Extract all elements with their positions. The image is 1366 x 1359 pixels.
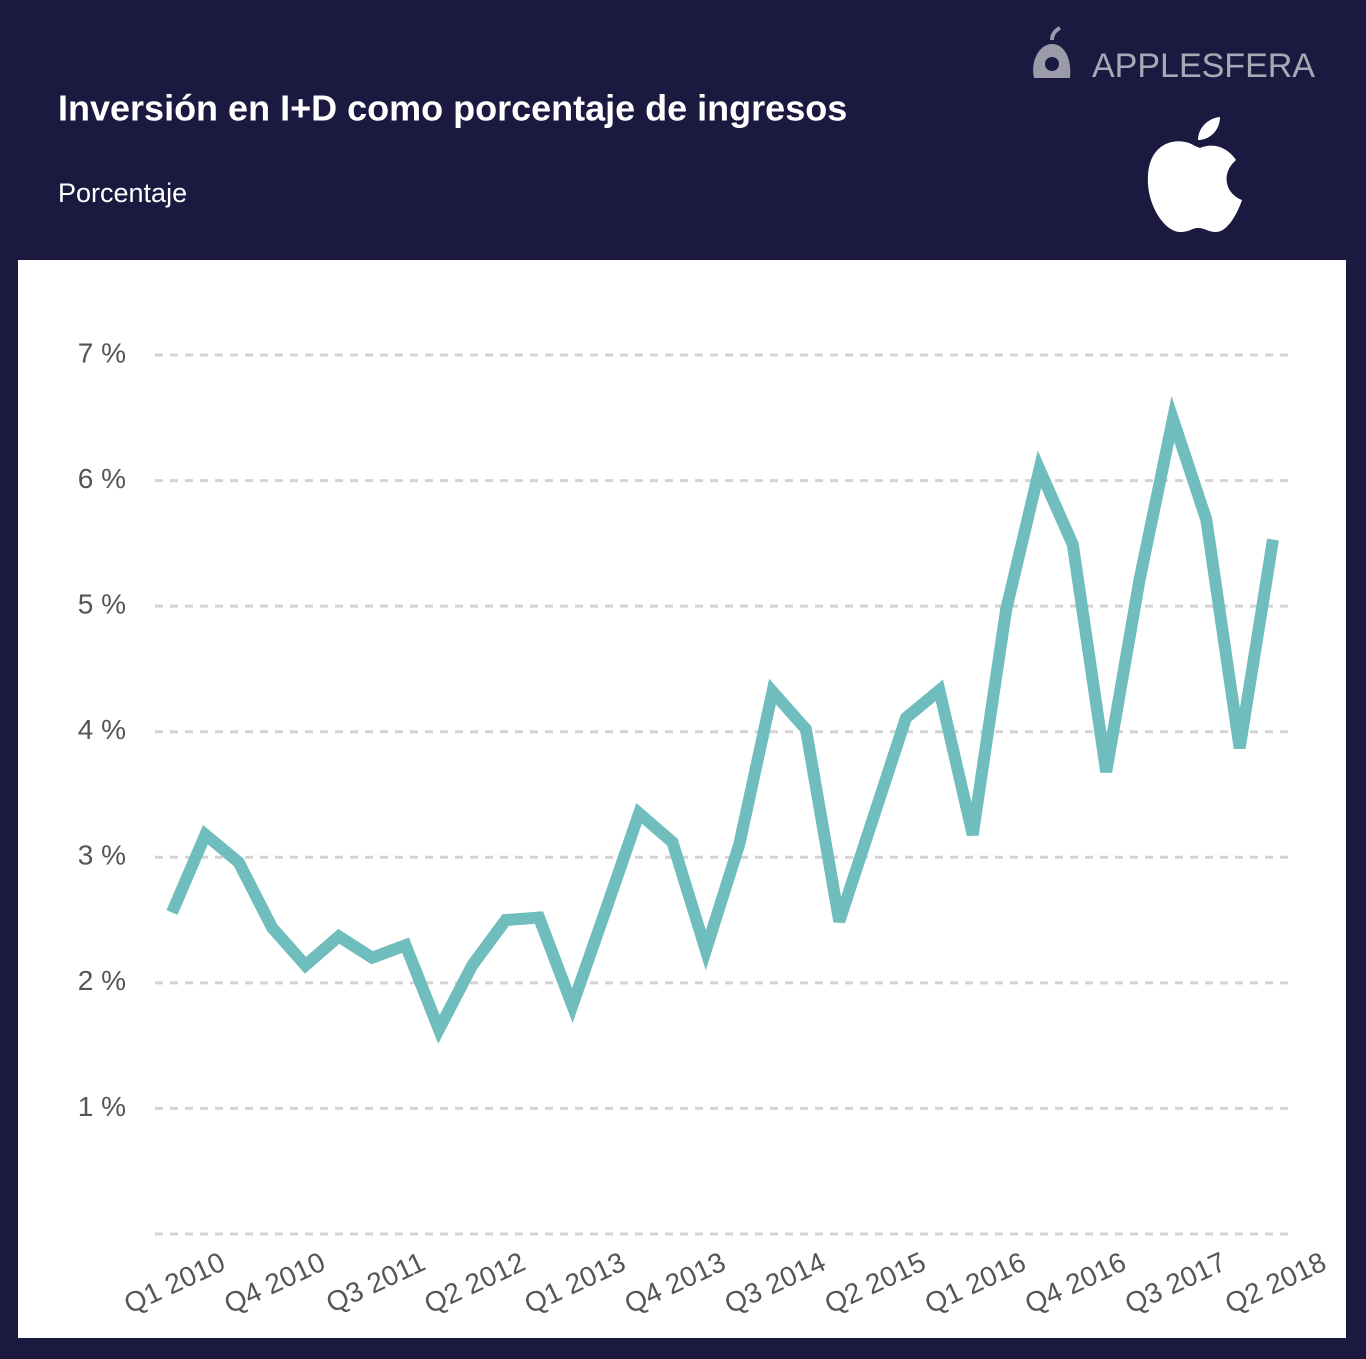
chart-title: Inversión en I+D como porcentaje de ingr… [58,88,847,129]
data-line [166,395,1279,1044]
y-tick-label: 6 % [78,463,126,494]
y-tick-label: 2 % [78,965,126,996]
chart-subtitle: Porcentaje [58,178,187,208]
y-tick-label: 3 % [78,840,126,871]
y-tick-label: 4 % [78,714,126,745]
y-tick-label: 1 % [78,1091,126,1122]
apple-logo [1147,117,1242,232]
brand-logo [1033,26,1071,78]
plot-panel [18,260,1346,1338]
y-tick-label: 7 % [78,337,126,368]
y-tick-label: 5 % [78,589,126,620]
brand-name: APPLESFERA [1092,47,1315,85]
